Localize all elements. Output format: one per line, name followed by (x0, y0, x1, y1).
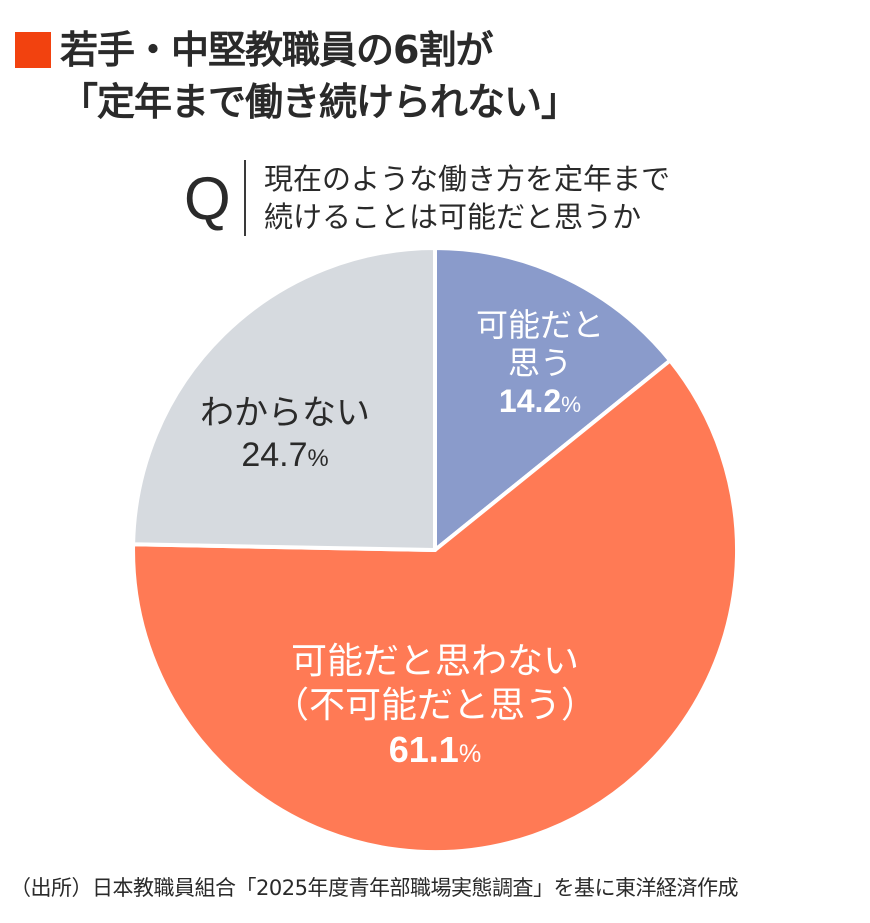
question-line-1: 現在のような働き方を定年まで (264, 162, 671, 196)
label-unknown: わからない 24.7% (190, 392, 380, 480)
title-line-2: 「定年まで働き続けられない」 (60, 80, 579, 124)
label-possible-line-1: 可能だと (475, 306, 604, 344)
source-note: （出所）日本教職員組合「2025年度青年部職場実態調査」を基に東洋経済作成 (10, 876, 738, 900)
title-accent-square (15, 32, 51, 68)
question-marker: Q (184, 165, 231, 232)
pie-slice-impossible (131, 358, 740, 855)
label-impossible: 可能だと思わない （不可能だと思う） 61.1% (240, 640, 630, 776)
chart-title: 若手・中堅教職員の6割が 「定年まで働き続けられない」 (60, 24, 579, 128)
value-number: 24.7 (241, 436, 308, 474)
label-impossible-line-1: 可能だと思わない (290, 641, 579, 682)
question-line-2: 続けることは可能だと思うか (264, 200, 642, 234)
value-unit: % (307, 445, 329, 472)
value-number: 61.1 (388, 729, 459, 770)
pie-slice-possible (433, 246, 673, 552)
label-impossible-line-2: （不可能だと思う） (272, 685, 597, 726)
label-impossible-value: 61.1% (240, 728, 630, 776)
value-number: 14.2 (498, 383, 562, 419)
label-possible: 可能だと 思う 14.2% (440, 306, 640, 424)
title-line-1: 若手・中堅教職員の6割が (60, 28, 493, 72)
value-unit: % (458, 740, 482, 768)
label-unknown-value: 24.7% (190, 434, 380, 480)
label-possible-line-2: 思う (507, 344, 572, 382)
label-possible-value: 14.2% (440, 382, 640, 424)
question-text: 現在のような働き方を定年まで 続けることは可能だと思うか (264, 160, 670, 236)
value-unit: % (561, 392, 582, 417)
label-unknown-line-1: わからない (200, 393, 370, 433)
pie-slice-unknown (131, 246, 437, 552)
question-divider (244, 160, 246, 236)
